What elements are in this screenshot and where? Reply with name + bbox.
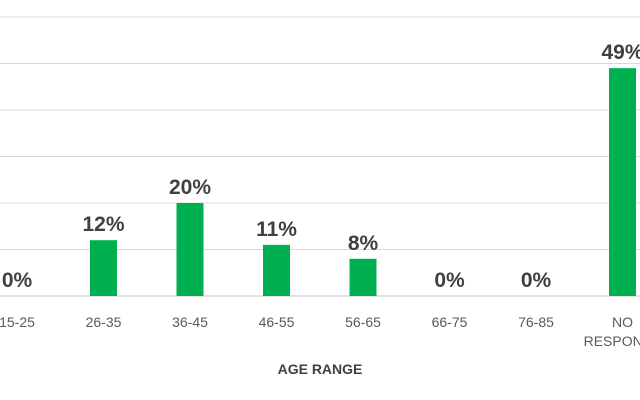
x-tick-label: 46-55 — [259, 314, 295, 330]
x-axis-title: AGE RANGE — [278, 361, 363, 377]
bar-26-35 — [90, 240, 117, 296]
data-label: 20% — [169, 176, 211, 199]
data-label: 11% — [256, 218, 297, 241]
data-label: 0% — [434, 269, 465, 292]
data-label: 0% — [521, 269, 552, 292]
data-label: 0% — [2, 269, 33, 292]
x-tick-label: 66-75 — [432, 314, 468, 330]
data-label: 12% — [82, 213, 124, 236]
bar-56-65 — [349, 258, 377, 296]
bars — [90, 68, 636, 297]
data-label: 8% — [348, 232, 379, 255]
x-tick-label: 36-45 — [172, 314, 208, 330]
data-labels: 0% 12% 20% 11% 8% 0% 0% 49% — [2, 41, 640, 292]
bar-46-55 — [263, 244, 290, 296]
x-tick-label: NO — [612, 314, 633, 330]
x-tick-labels: 15-25 26-35 36-45 46-55 56-65 66-75 76-85 NO RES… — [0, 314, 640, 349]
x-tick-label: RESPONSE — [584, 333, 640, 349]
x-tick-label: 26-35 — [86, 314, 122, 330]
x-tick-label: 56-65 — [345, 314, 381, 330]
data-label: 49% — [601, 41, 640, 64]
x-tick-label: 15-25 — [0, 314, 35, 330]
bar-no-response — [609, 68, 636, 297]
x-tick-label: 76-85 — [518, 314, 554, 330]
bar-36-45 — [176, 203, 204, 296]
